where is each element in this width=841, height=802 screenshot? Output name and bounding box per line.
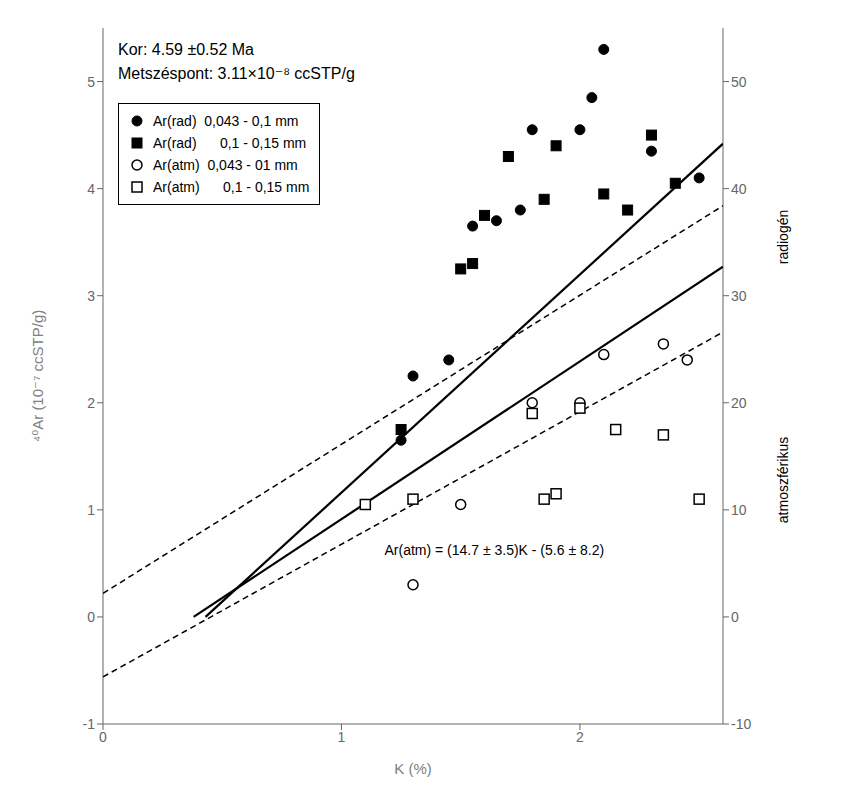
html-text:Ar(rad) 0,1 - 0,15 mm: Ar(rad) 0,1 - 0,15 mm	[153, 135, 307, 151]
svg-text:0: 0	[731, 609, 739, 625]
svg-text:1: 1	[87, 502, 95, 518]
svg-text:3: 3	[87, 288, 95, 304]
html-text:Kor: 4.59 ±0.52 Ma Metszéspont: Kor: 4.59 ±0.52 Ma Metszéspont: 3.11×10⁻…	[118, 41, 355, 82]
svg-text:K (%): K (%)	[394, 760, 432, 777]
svg-text:0: 0	[87, 609, 95, 625]
svg-text:40: 40	[731, 181, 747, 197]
svg-text:0: 0	[99, 729, 107, 745]
svg-text:1: 1	[338, 729, 346, 745]
html-text:radiogén: radiogén	[775, 209, 791, 264]
html-text:Ar(rad) 0,043 - 0,1 mm: Ar(rad) 0,043 - 0,1 mm	[153, 113, 299, 129]
svg-text:20: 20	[731, 395, 747, 411]
svg-text:-1: -1	[83, 716, 96, 732]
svg-text:2: 2	[576, 729, 584, 745]
html-text:Ar(atm) 0,043 - 01 mm: Ar(atm) 0,043 - 01 mm	[153, 157, 298, 173]
svg-text:2: 2	[87, 395, 95, 411]
svg-text:50: 50	[731, 74, 747, 90]
svg-text:10: 10	[731, 502, 747, 518]
svg-text:⁴⁰Ar (10⁻⁷ ccSTP/g): ⁴⁰Ar (10⁻⁷ ccSTP/g)	[29, 310, 46, 443]
svg-text:5: 5	[87, 74, 95, 90]
html-text:atmoszférikus: atmoszférikus	[775, 437, 791, 524]
svg-text:30: 30	[731, 288, 747, 304]
html-text:Ar(atm) = (14.7 ± 3.5)K - (5.6: Ar(atm) = (14.7 ± 3.5)K - (5.6 ± 8.2)	[384, 542, 605, 558]
svg-text:4: 4	[87, 181, 95, 197]
svg-text:-10: -10	[731, 716, 751, 732]
html-text:Ar(atm) 0,1 - 0,15 mm: Ar(atm) 0,1 - 0,15 mm	[153, 179, 310, 195]
